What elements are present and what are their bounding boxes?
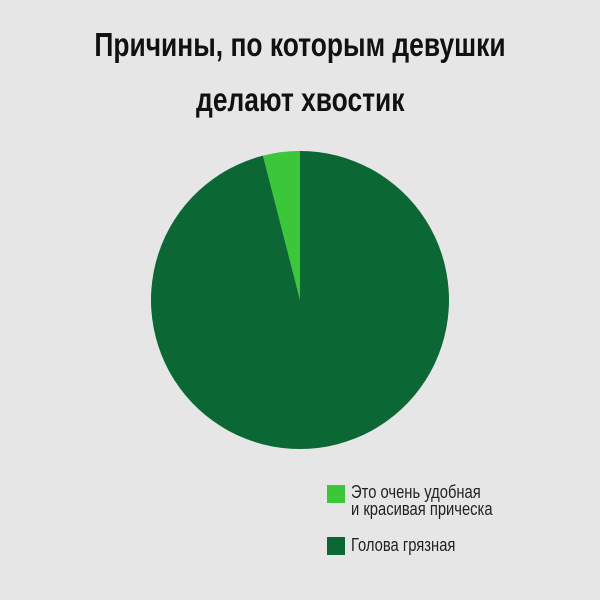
pie-slice-1 <box>150 151 449 450</box>
title-text-2: делают хвостик <box>195 81 405 118</box>
legend-swatch-dark-green <box>327 537 345 555</box>
legend-label-dirty-head: Голова грязная <box>351 535 456 555</box>
chart-title-line-1: Причины, по которым девушки <box>0 28 600 61</box>
legend-label-line-2: и красивая прическа <box>351 499 493 519</box>
legend-label-convenient: Это очень удобная и красивая прическа <box>351 482 493 519</box>
title-text-1: Причины, по которым девушки <box>94 26 506 63</box>
chart-title-line-2: делают хвостик <box>0 83 600 116</box>
legend-swatch-light-green <box>327 485 345 503</box>
legend-label-line-1: Это очень удобная <box>351 482 481 502</box>
pie-slice-0 <box>262 151 300 300</box>
